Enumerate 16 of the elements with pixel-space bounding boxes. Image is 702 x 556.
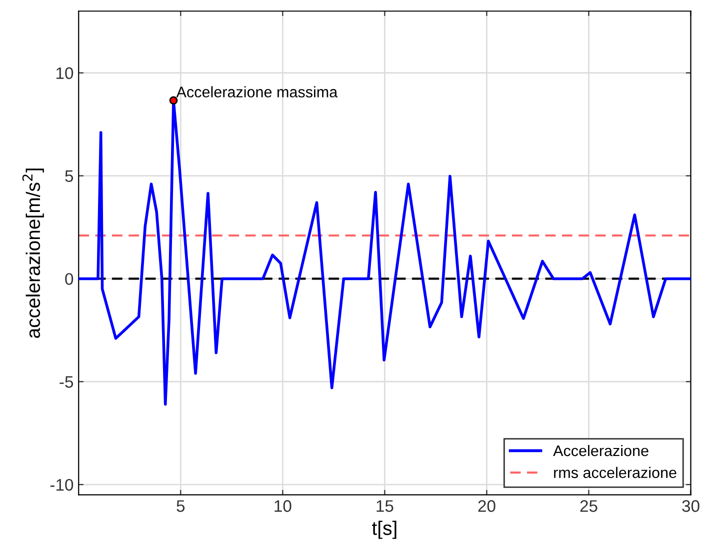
- y-tick-label: 5: [65, 170, 74, 182]
- x-tick-label: 15: [376, 500, 394, 512]
- x-tick-label: 20: [478, 500, 496, 512]
- y-tick-label: 0: [65, 273, 74, 285]
- y-tick-label: -10: [50, 478, 74, 491]
- x-axis-title: t[s]: [372, 520, 396, 539]
- legend-label: Accelerazione: [553, 444, 648, 456]
- y-tick-label: -5: [60, 376, 74, 388]
- x-tick-label: 10: [274, 500, 292, 512]
- y-axis-title: accelerazione[m/s$^{2}$]: [22, 168, 44, 338]
- legend-label: rms accelerazione: [554, 466, 676, 478]
- y-tick-label: 10: [56, 67, 74, 80]
- x-tick-label: 5: [176, 500, 185, 512]
- x-tick-label: 25: [580, 500, 598, 512]
- x-tick-label: 30: [682, 500, 700, 512]
- annotation: Accelerazione massima: [176, 86, 338, 98]
